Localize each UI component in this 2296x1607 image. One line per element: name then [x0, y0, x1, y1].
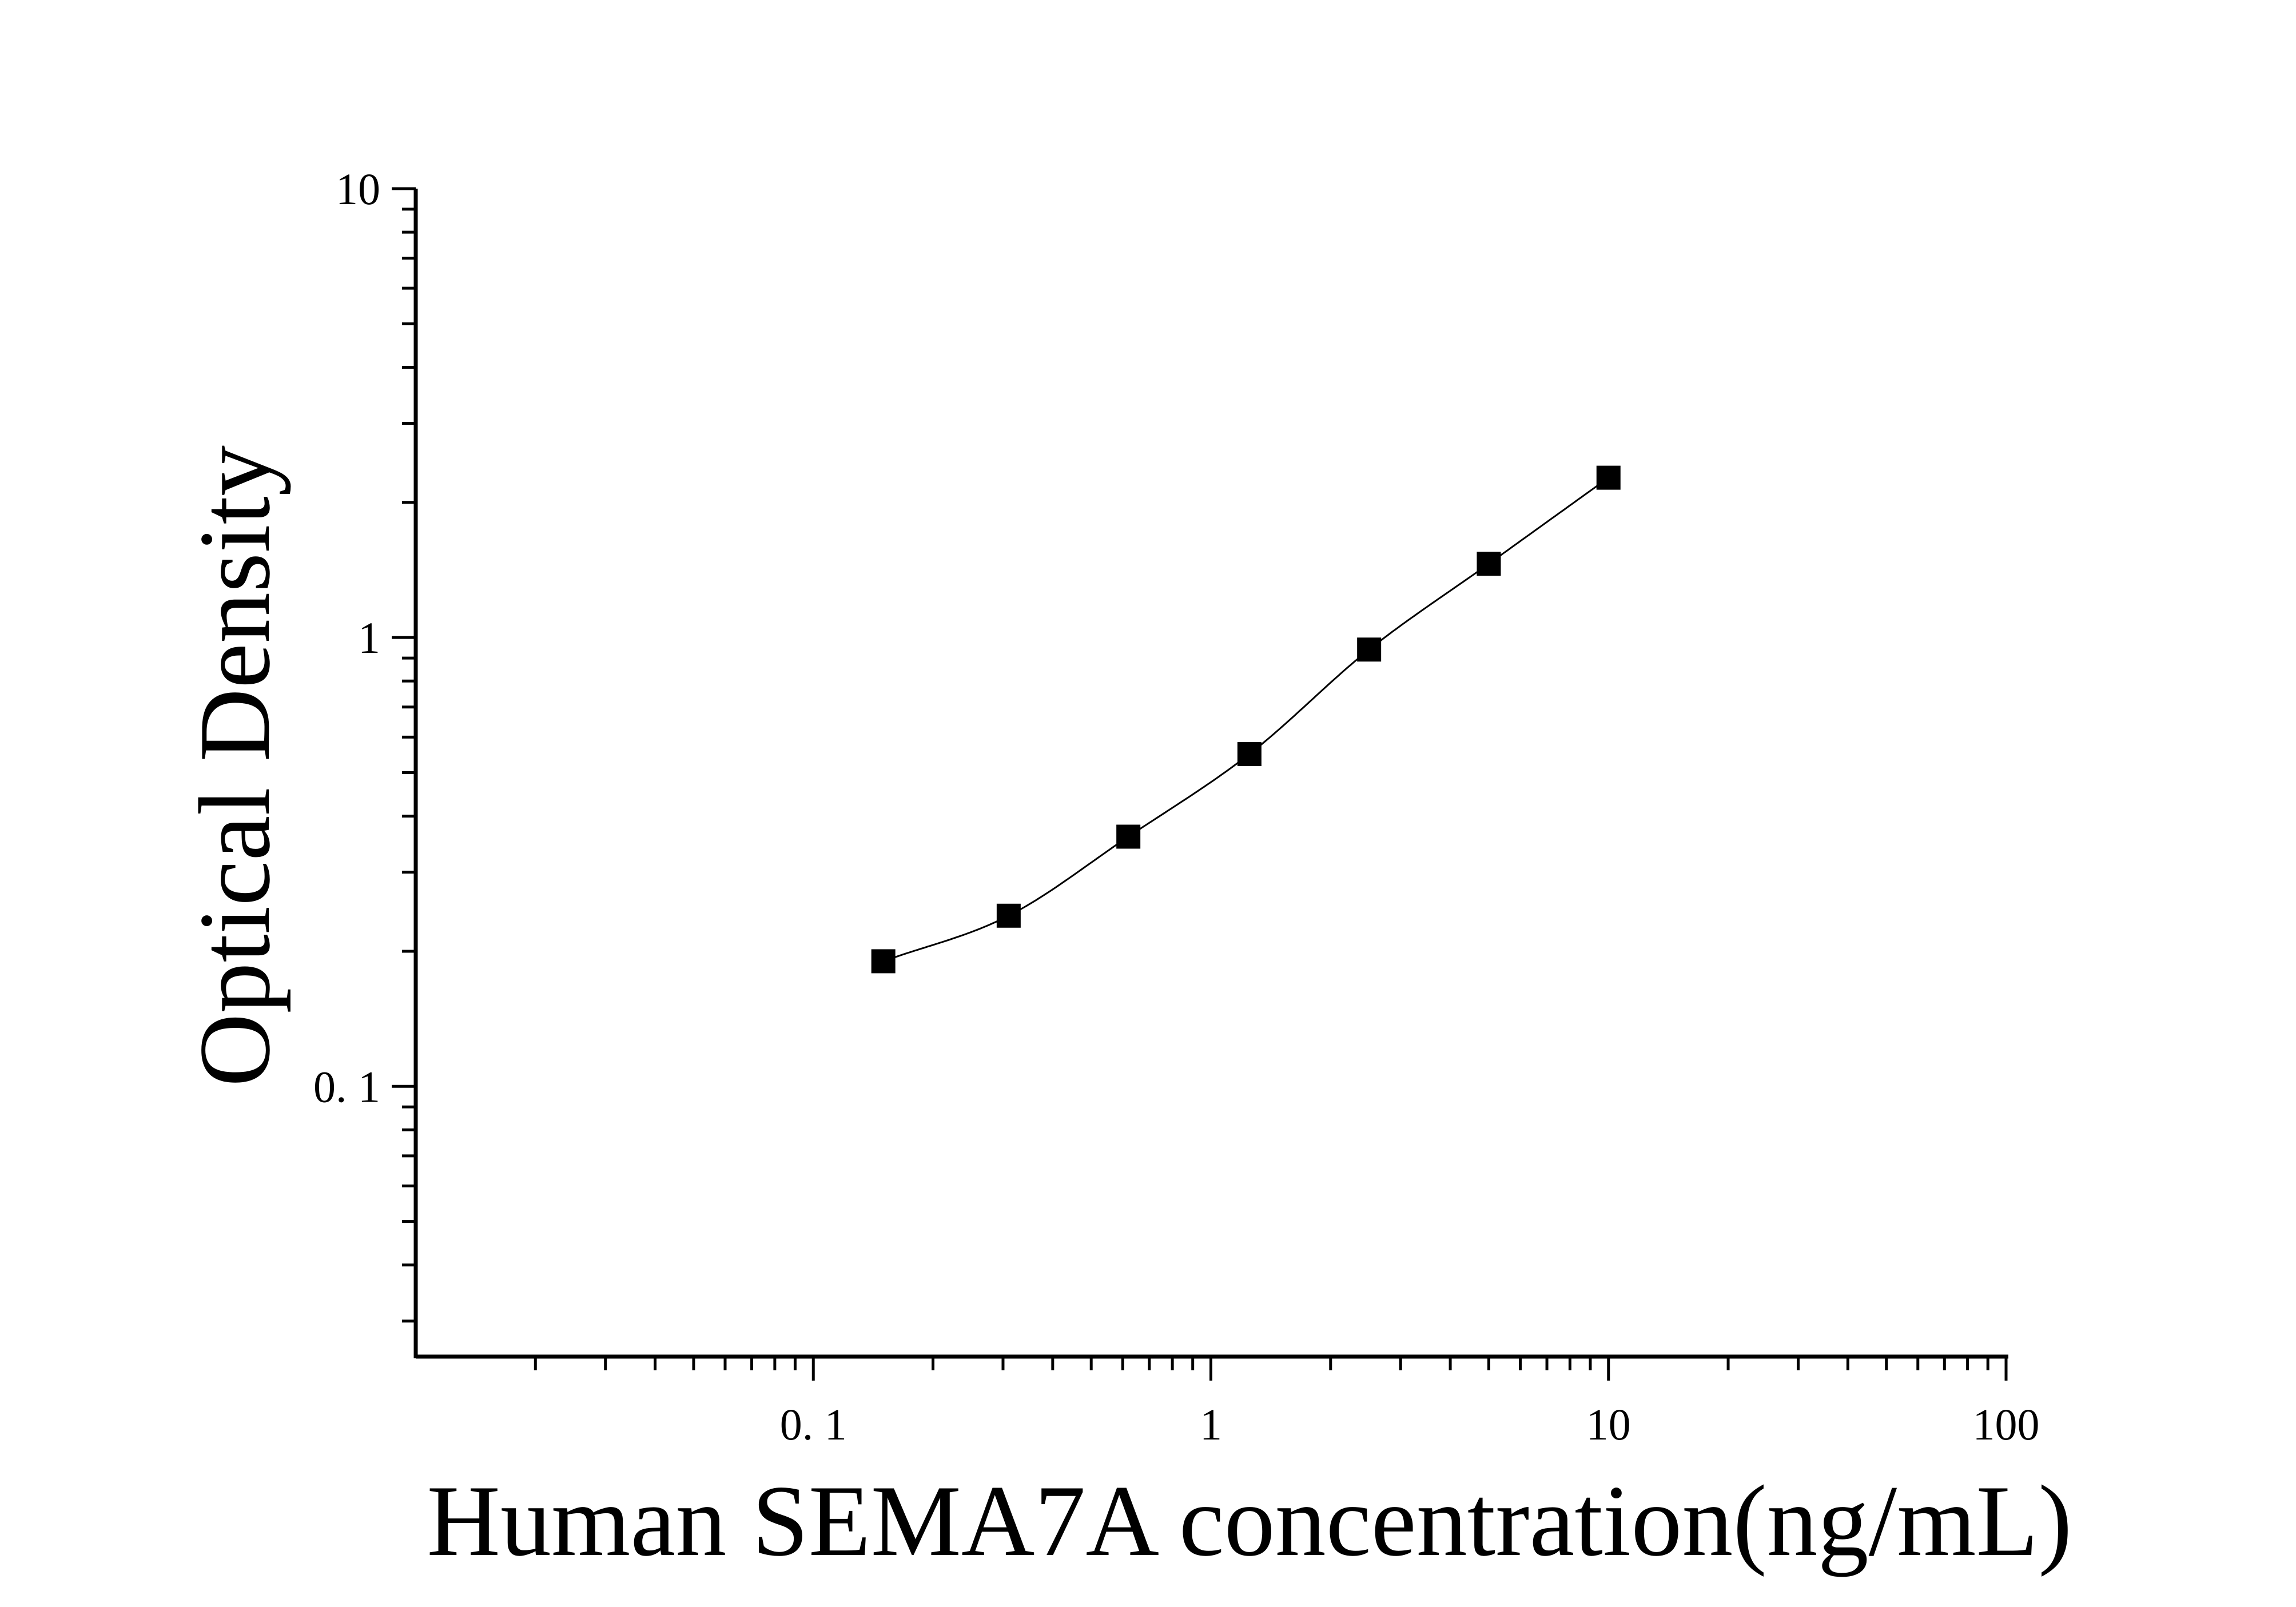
fit-curve [883, 477, 1609, 962]
y-tick-label: 1 [358, 613, 380, 663]
data-point [1116, 824, 1141, 849]
y-tick-label: 0. 1 [313, 1062, 380, 1111]
y-tick-label: 10 [336, 164, 380, 214]
x-axis-title: Human SEMA7A concentration(ng/mL) [427, 1464, 2072, 1577]
x-tick-label: 10 [1586, 1399, 1631, 1449]
data-point [996, 903, 1021, 928]
data-point [871, 949, 896, 974]
data-point [1237, 742, 1262, 767]
x-tick-label: 100 [1973, 1399, 2040, 1449]
data-point [1596, 465, 1621, 490]
x-tick-label: 0. 1 [780, 1399, 847, 1449]
plot-area: 0. 1 1 10 100 0. 1 1 10 [313, 164, 2040, 1449]
data-point [1357, 637, 1382, 662]
x-tick-label: 1 [1200, 1399, 1222, 1449]
data-point [1477, 552, 1501, 576]
y-axis-title: Optical Density [178, 445, 291, 1087]
